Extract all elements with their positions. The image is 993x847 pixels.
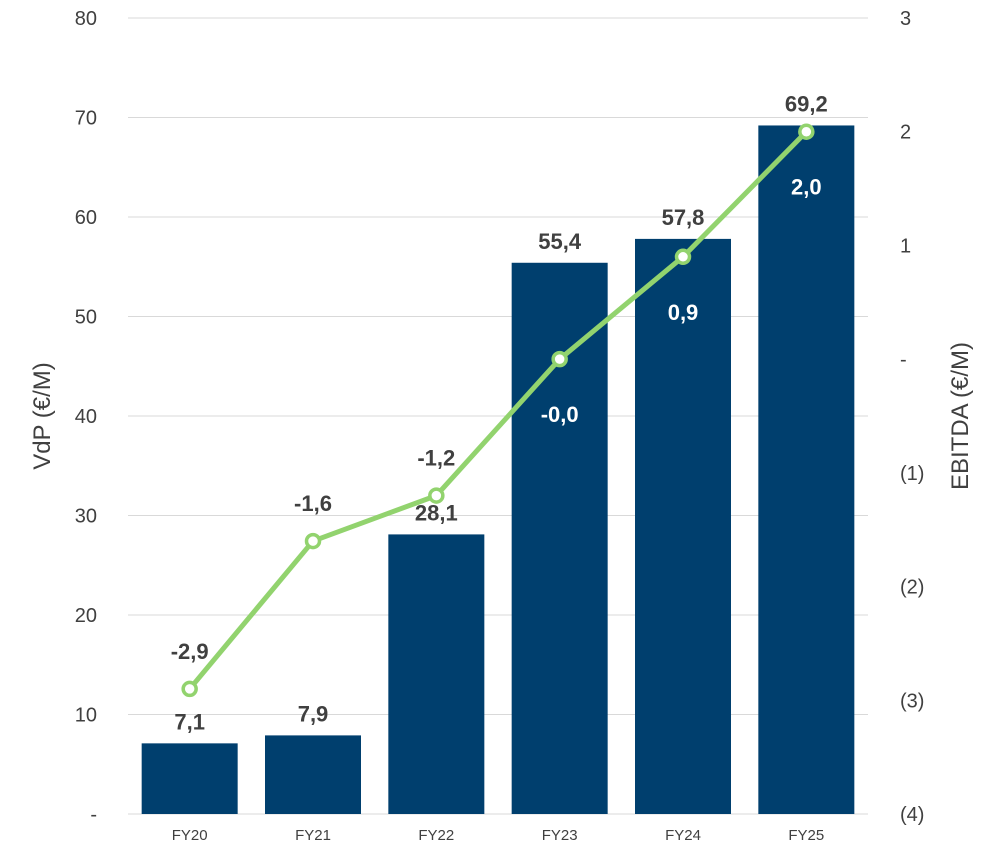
bar-data-label: 28,1 [415, 500, 458, 525]
bar [141, 743, 238, 814]
y2-tick-label: (4) [900, 804, 924, 826]
x-tick-label: FY25 [788, 827, 824, 844]
bar-data-label: 7,9 [298, 701, 329, 726]
y2-tick-label: - [900, 349, 907, 371]
x-tick-label: FY24 [665, 827, 701, 844]
line-point [181, 680, 198, 698]
x-axis-ticks: FY20 FY21 FY22 FY23 FY24 FY25 [172, 827, 825, 844]
x-tick-label: FY23 [542, 827, 578, 844]
y-tick-label: 20 [75, 605, 97, 627]
x-tick-label: FY20 [172, 827, 208, 844]
bar-data-label: 57,8 [662, 205, 705, 230]
y2-tick-label: 2 [900, 122, 911, 144]
y-tick-label: 30 [75, 506, 97, 528]
bar [635, 238, 731, 814]
line-point [674, 248, 692, 266]
y-tick-label: 80 [75, 8, 97, 30]
line-data-label: -1,2 [417, 446, 455, 471]
y-tick-label: - [90, 804, 97, 826]
line-series: -2,9 -1,6 -1,2 -0,0 0,9 2,0 [171, 123, 822, 698]
line-data-label: -2,9 [171, 639, 209, 664]
ebitda-line [187, 129, 809, 691]
y-tick-label: 10 [75, 705, 97, 727]
bar [265, 735, 361, 814]
y-tick-label: 40 [75, 406, 97, 428]
bar-data-label: 55,4 [538, 229, 582, 254]
y2-tick-label: 1 [900, 235, 911, 257]
line-point [551, 350, 568, 368]
bar [388, 534, 485, 814]
y2-tick-label: (3) [900, 690, 924, 712]
y-tick-label: 70 [75, 108, 97, 130]
y-tick-label: 60 [75, 207, 97, 229]
line-data-label: -0,0 [541, 402, 579, 427]
line-point [798, 123, 815, 140]
line-point [304, 532, 322, 550]
bar-data-label: 69,2 [785, 91, 828, 116]
y2-axis-title: EBITDA (€/M) [947, 342, 974, 490]
bar-series: 7,1 7,9 28,1 55,4 57,8 69,2 [141, 91, 855, 814]
x-tick-label: FY21 [295, 827, 331, 844]
x-tick-label: FY22 [418, 827, 454, 844]
bar [758, 125, 855, 814]
y-tick-label: 50 [75, 307, 97, 329]
line-data-label: 2,0 [791, 175, 822, 200]
line-data-label: -1,6 [294, 491, 332, 516]
y2-tick-label: (1) [900, 463, 924, 485]
right-axis-ticks: (4) (3) (2) (1) - 1 2 3 [900, 8, 924, 826]
line-point [428, 487, 445, 504]
left-axis-ticks: - 10 20 30 40 50 60 70 80 [75, 8, 97, 826]
y-axis-title: VdP (€/M) [29, 362, 56, 470]
gridlines [128, 17, 868, 815]
bar [511, 262, 608, 814]
bar-data-label: 7,1 [174, 709, 205, 734]
y2-tick-label: (2) [900, 577, 924, 599]
y2-tick-label: 3 [900, 8, 911, 30]
line-data-label: 0,9 [668, 300, 699, 325]
